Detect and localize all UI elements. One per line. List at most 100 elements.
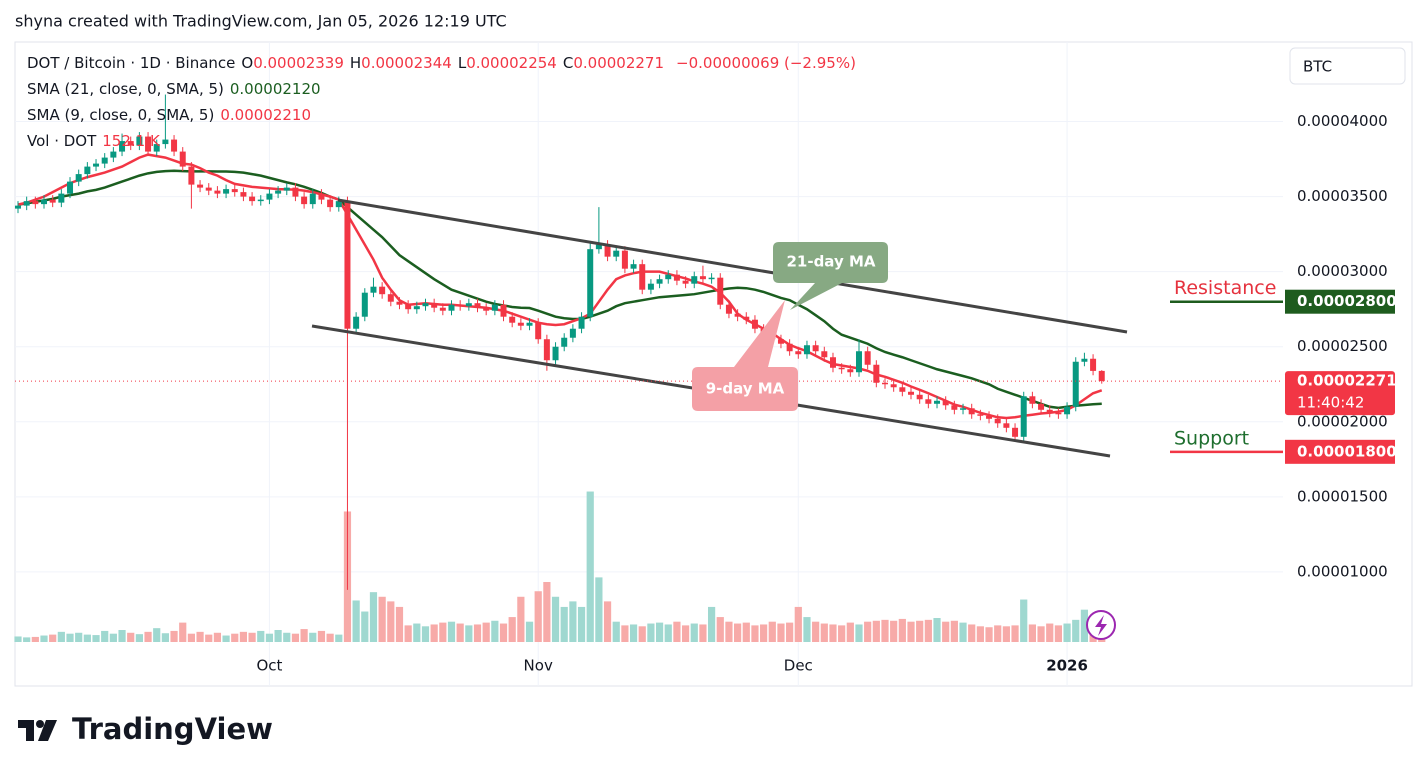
volume-bar (994, 625, 1002, 642)
candle-body (1098, 370, 1105, 382)
volume-bar (864, 621, 872, 642)
candle-body (908, 391, 915, 395)
candle-body (1003, 423, 1010, 428)
candle-body (465, 303, 472, 307)
y-tick-label: 0.00003000 (1297, 262, 1388, 280)
candle-body (777, 339, 784, 344)
candle-body (283, 187, 290, 191)
volume-bar (603, 601, 612, 642)
volume-bar (66, 633, 74, 642)
change: −0.00000069 (−2.95%) (676, 54, 856, 72)
candle-body (32, 201, 39, 205)
volume-bar (196, 631, 204, 642)
candle-body (1064, 406, 1071, 415)
currency-label: BTC (1303, 58, 1332, 76)
candle-body (968, 408, 975, 415)
volume-bar (109, 633, 117, 642)
candle-body (49, 199, 56, 203)
volume-bar (1063, 623, 1071, 642)
candle-body (934, 400, 941, 404)
volume-bar (317, 630, 326, 642)
currency-button[interactable] (1289, 47, 1406, 85)
candle-body (699, 276, 706, 280)
candle-body (1090, 358, 1097, 371)
y-tick-label: 0.00003500 (1297, 187, 1388, 205)
candle-body (327, 199, 334, 208)
candle-body (292, 187, 299, 197)
level-label: 0.00002800 (1297, 292, 1397, 310)
candle-body (431, 303, 438, 308)
candle-body (84, 166, 91, 175)
candle-body (422, 303, 429, 307)
volume-bar (803, 617, 811, 642)
ohlc-key: C (562, 54, 574, 72)
credit: shyna created with TradingView.com, Jan … (15, 12, 507, 31)
y-tick-label: 0.00004000 (1297, 112, 1388, 130)
candle-body (1012, 427, 1019, 437)
volume-bar (664, 624, 672, 642)
candle-body (812, 345, 819, 352)
volume-bar (907, 621, 915, 642)
volume-bar (699, 624, 707, 642)
volume-bar (976, 626, 984, 642)
volume-bar (309, 632, 317, 642)
callout-21 (773, 242, 888, 310)
candle-body (717, 277, 724, 305)
legend-sma21: SMA (21, close, 0, SMA, 5) 0.00002120 (27, 79, 327, 99)
volume-bar (491, 620, 499, 642)
volume-bar (881, 619, 889, 642)
logo-mark (36, 720, 44, 728)
volume-bar (1028, 624, 1036, 642)
volume-bar (517, 596, 525, 642)
volume-bar (447, 621, 456, 642)
volume-bar (23, 637, 31, 642)
volume-bar (1054, 625, 1062, 642)
candle-body (786, 343, 793, 352)
candle-body (257, 199, 264, 202)
candle-body (396, 301, 403, 305)
volume-bar (786, 622, 794, 642)
volume-bar (916, 620, 924, 642)
candle-body (405, 304, 412, 310)
volume-bar (465, 625, 473, 642)
sma-value: 0.00002120 (229, 80, 321, 98)
volume-bar (231, 633, 239, 642)
candle-body (15, 205, 21, 209)
volume-bar (1011, 625, 1019, 642)
volume-bar (213, 632, 222, 642)
countdown: 11:40:42 (1297, 394, 1364, 412)
volume-bar (31, 636, 39, 642)
sma-line (17, 153, 1103, 420)
candle-body (535, 322, 542, 340)
volume-bar (482, 622, 490, 642)
candle-body (23, 201, 30, 206)
last-price-label: 0.00002271 (1297, 372, 1397, 390)
volume-bar (404, 625, 412, 642)
channel-upper (337, 198, 1128, 334)
candle-body (803, 345, 810, 355)
volume-bar (543, 582, 551, 642)
candle-body (795, 351, 802, 355)
candle-body (1029, 396, 1036, 404)
volume-pane (14, 491, 1106, 642)
candle-body (153, 144, 160, 152)
volume-bar (855, 624, 863, 642)
volume-bar (508, 617, 516, 642)
brand: TradingView (72, 712, 273, 746)
candle-body (162, 139, 169, 145)
candle-body (483, 307, 490, 311)
candle-body (75, 174, 82, 182)
candle-body (301, 196, 308, 205)
volume-bar (690, 623, 698, 642)
candle-body (214, 190, 221, 194)
ohlc-key: H (349, 54, 362, 72)
volume-bar (734, 623, 742, 642)
volume-bar (890, 620, 898, 642)
candle-body (951, 405, 958, 410)
candle-body (639, 264, 646, 290)
candle-body (1046, 409, 1053, 413)
volume-name: Vol · DOT (27, 132, 97, 150)
candle-body (630, 264, 637, 269)
candle-body (457, 304, 464, 307)
volume-bar (75, 632, 83, 642)
